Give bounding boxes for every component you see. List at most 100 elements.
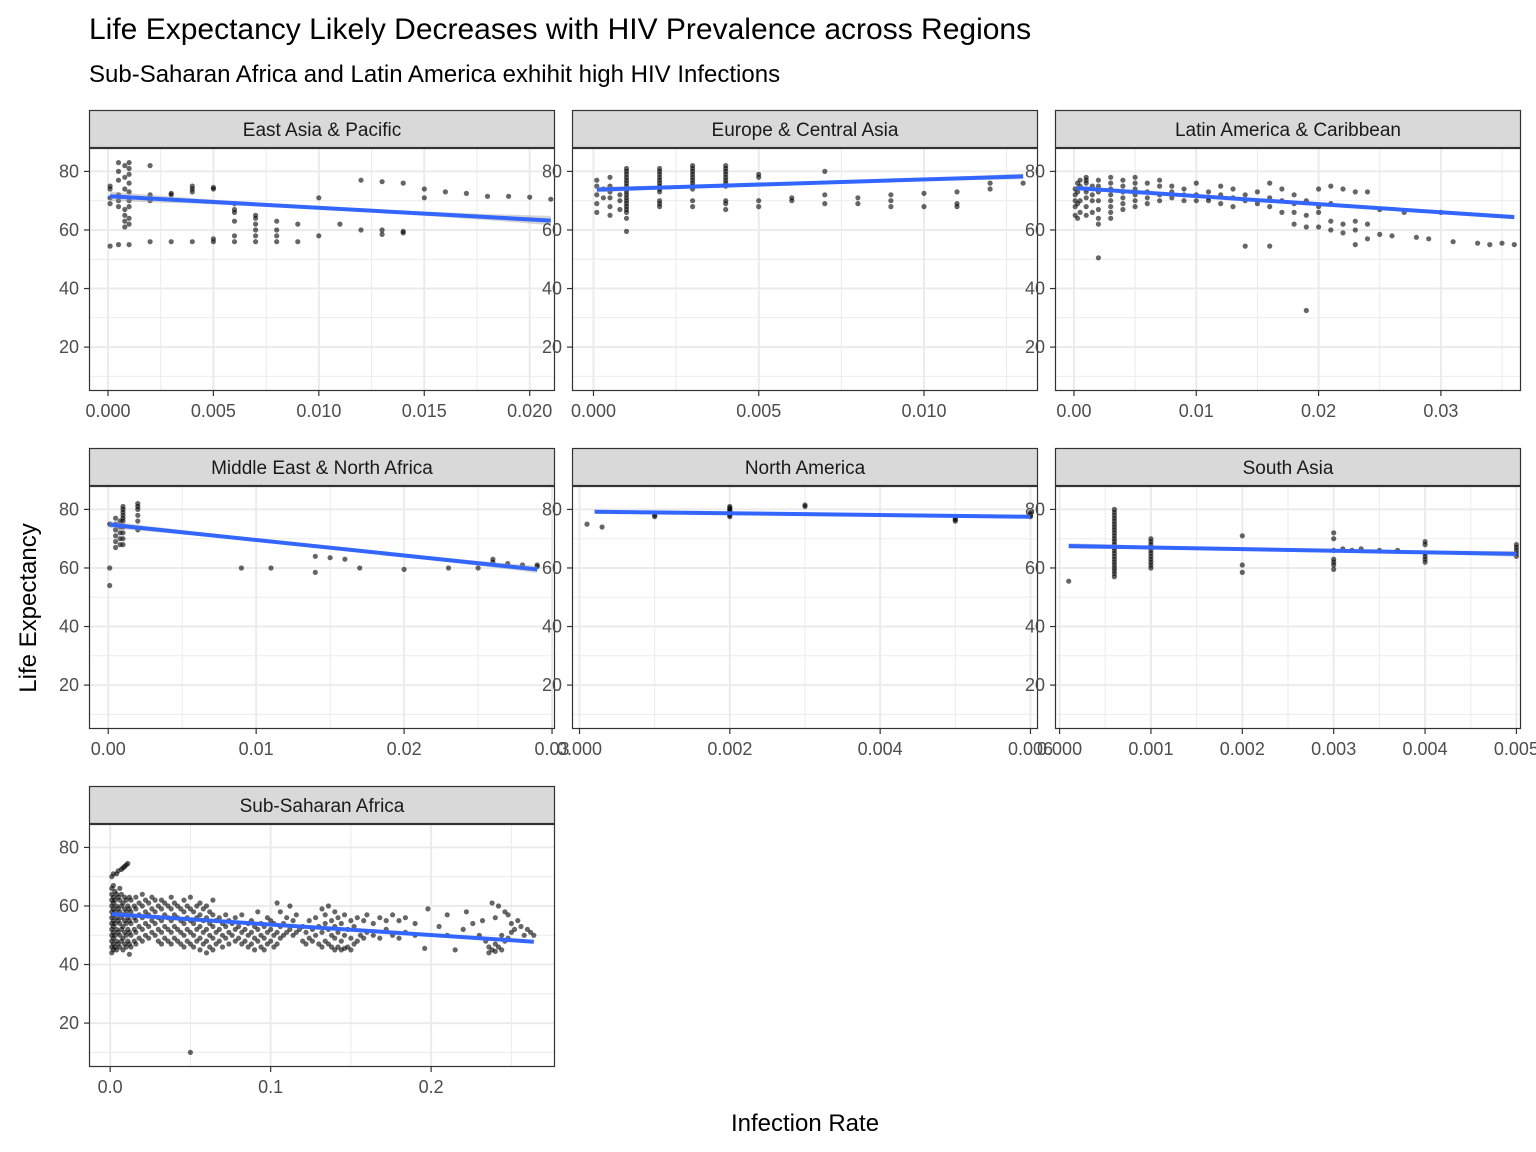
data-point bbox=[1095, 206, 1101, 213]
x-tick-label: 0.001 bbox=[1128, 739, 1173, 759]
y-tick-label: 40 bbox=[1025, 617, 1045, 637]
y-tick-label: 40 bbox=[59, 279, 79, 299]
data-point bbox=[189, 239, 195, 245]
data-point bbox=[146, 935, 152, 941]
y-tick-label: 60 bbox=[59, 896, 79, 916]
y-tick-label: 40 bbox=[59, 617, 79, 637]
facet-strip bbox=[571, 447, 1039, 487]
data-point bbox=[210, 947, 216, 953]
data-point bbox=[223, 923, 229, 930]
data-point bbox=[203, 950, 210, 956]
data-point bbox=[1120, 195, 1126, 201]
data-point bbox=[802, 502, 808, 508]
data-point bbox=[444, 912, 450, 918]
data-point bbox=[319, 929, 325, 935]
data-point bbox=[351, 923, 357, 930]
data-point bbox=[1364, 221, 1371, 227]
data-point bbox=[379, 227, 385, 233]
data-point bbox=[1352, 218, 1358, 224]
data-point bbox=[120, 530, 126, 536]
data-point bbox=[248, 929, 254, 935]
x-tick-label: 0.000 bbox=[1037, 739, 1082, 759]
data-point bbox=[274, 218, 280, 224]
data-point bbox=[756, 198, 762, 204]
data-point bbox=[548, 196, 554, 202]
data-point bbox=[158, 929, 165, 935]
data-point bbox=[107, 201, 113, 207]
facet-strip bbox=[1054, 109, 1522, 149]
data-point bbox=[789, 195, 795, 201]
facet-strip bbox=[571, 109, 1039, 149]
data-point bbox=[1027, 509, 1034, 515]
data-point bbox=[216, 938, 222, 944]
data-point bbox=[505, 912, 511, 918]
x-tick-label: 0.000 bbox=[571, 401, 616, 421]
data-point bbox=[379, 179, 385, 185]
data-point bbox=[126, 165, 132, 172]
data-point bbox=[1205, 189, 1212, 195]
data-point bbox=[146, 900, 152, 906]
x-tick-label: 0.020 bbox=[507, 401, 552, 421]
data-point bbox=[1020, 180, 1026, 186]
panel-north-america: North America 20 40 60 80 0.000 0.002 0.004 0.00… bbox=[542, 447, 1053, 759]
data-point bbox=[855, 201, 861, 207]
y-tick-label: 60 bbox=[542, 558, 562, 578]
data-point bbox=[515, 918, 521, 924]
x-tick-label: 0.2 bbox=[419, 1077, 444, 1097]
data-point bbox=[293, 912, 299, 918]
panel-sub-saharan-africa: Sub-Saharan Africa 20 40 60 80 0.0 0.1 0.2 bbox=[59, 785, 556, 1097]
data-point bbox=[400, 228, 406, 234]
data-point bbox=[223, 912, 229, 918]
data-point bbox=[110, 882, 116, 889]
data-point bbox=[723, 198, 729, 204]
data-point bbox=[1316, 224, 1322, 230]
data-point bbox=[594, 192, 600, 198]
y-tick-label: 20 bbox=[542, 675, 562, 695]
data-point bbox=[690, 198, 696, 204]
data-point bbox=[231, 218, 238, 224]
facet-strip-label: South Asia bbox=[1243, 458, 1334, 479]
data-point bbox=[460, 926, 466, 933]
data-point bbox=[341, 912, 348, 918]
data-point bbox=[1303, 307, 1309, 314]
data-point bbox=[1193, 198, 1199, 204]
data-point bbox=[396, 935, 402, 941]
data-point bbox=[122, 186, 128, 192]
y-tick-label: 60 bbox=[1025, 558, 1045, 578]
y-tick-label: 80 bbox=[59, 161, 79, 181]
data-point bbox=[531, 932, 537, 938]
data-point bbox=[1230, 204, 1236, 210]
y-tick-label: 40 bbox=[1025, 279, 1045, 299]
data-point bbox=[623, 228, 630, 234]
data-point bbox=[463, 909, 469, 915]
data-point bbox=[268, 565, 274, 571]
data-point bbox=[361, 918, 367, 924]
data-point bbox=[253, 221, 259, 227]
data-point bbox=[1108, 192, 1114, 198]
data-point bbox=[168, 894, 174, 900]
y-tick-label: 60 bbox=[542, 220, 562, 240]
x-tick-label: 0.0 bbox=[98, 1077, 123, 1097]
data-point bbox=[1095, 221, 1101, 227]
data-point bbox=[1218, 201, 1224, 207]
data-point bbox=[354, 938, 360, 944]
data-point bbox=[113, 515, 119, 521]
data-point bbox=[152, 897, 158, 903]
facet-strip bbox=[88, 785, 556, 825]
data-point bbox=[1157, 198, 1163, 204]
data-point bbox=[1077, 198, 1083, 204]
data-point bbox=[319, 906, 325, 912]
data-point bbox=[1132, 204, 1138, 210]
data-point bbox=[1108, 209, 1114, 215]
data-point bbox=[348, 935, 354, 941]
data-point bbox=[168, 239, 174, 245]
x-tick-label: 0.03 bbox=[535, 739, 570, 759]
data-point bbox=[113, 527, 119, 533]
data-point bbox=[1450, 239, 1456, 245]
data-point bbox=[255, 926, 261, 933]
data-point bbox=[187, 894, 193, 900]
data-point bbox=[181, 932, 187, 938]
data-point bbox=[1108, 215, 1114, 221]
data-point bbox=[135, 518, 141, 524]
